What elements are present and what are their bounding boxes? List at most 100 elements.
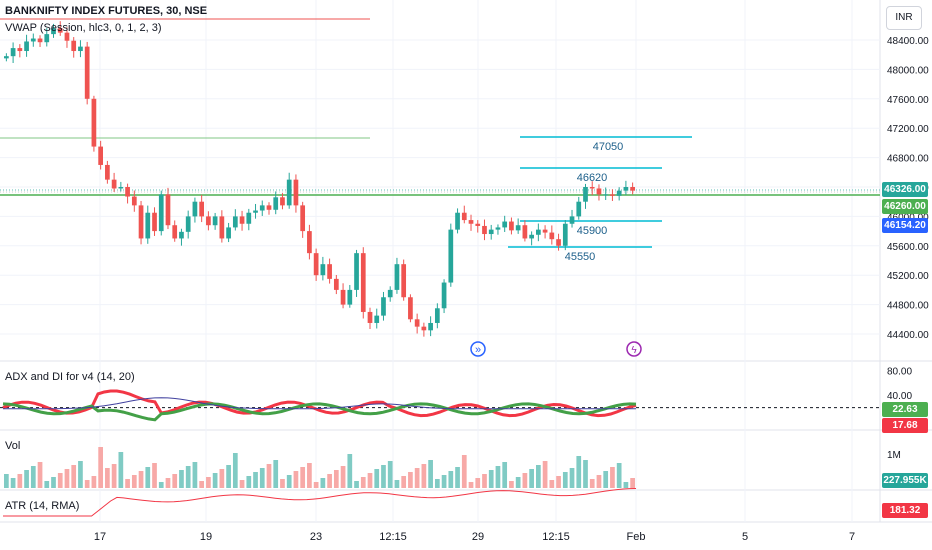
- candle-body: [610, 194, 615, 196]
- candle-body: [78, 46, 83, 52]
- volume-bar: [219, 469, 225, 488]
- candle-body: [495, 227, 501, 230]
- event-icon-glyph: »: [475, 344, 481, 356]
- volume-bar: [98, 447, 104, 488]
- candle-body: [24, 41, 29, 52]
- candle-body: [414, 319, 420, 327]
- volume-bar: [246, 476, 252, 488]
- candle-body: [266, 205, 272, 210]
- candle-body: [535, 229, 541, 235]
- volume-bar: [455, 467, 460, 488]
- volume-bar: [461, 455, 467, 488]
- volume-bar: [630, 478, 635, 488]
- candle-body: [185, 216, 191, 232]
- candle-body: [286, 179, 292, 206]
- vwap-legend[interactable]: VWAP (Session, hlc3, 0, 1, 2, 3): [5, 22, 162, 34]
- price-label: 22.63: [882, 402, 928, 417]
- candle-body: [246, 212, 252, 224]
- candle-body: [158, 194, 164, 232]
- volume-bar: [320, 478, 326, 488]
- candle-body: [219, 216, 225, 239]
- candle-body: [84, 46, 90, 99]
- candle-body: [105, 164, 110, 180]
- di-plus-line: [2, 402, 637, 422]
- x-tick-label: 7: [849, 531, 855, 543]
- candle-body: [360, 253, 366, 312]
- volume-bar: [138, 471, 144, 488]
- volume-bar: [273, 460, 279, 488]
- x-tick-label: 19: [200, 531, 212, 543]
- volume-bar: [64, 469, 70, 488]
- price-label: 46260.00: [882, 199, 928, 214]
- volume-bar: [111, 464, 117, 488]
- volume-bar: [589, 479, 595, 488]
- volume-bar: [206, 477, 211, 488]
- volume-bar: [448, 471, 454, 488]
- candle-body: [212, 216, 218, 226]
- candle-body: [562, 223, 568, 246]
- candle-body: [461, 212, 467, 221]
- level-label: 45900: [577, 225, 608, 237]
- y-tick-label: 80.00: [887, 366, 912, 377]
- candle-body: [37, 38, 43, 43]
- volume-bar: [610, 467, 615, 488]
- volume-bar: [44, 481, 50, 488]
- volume-bar: [172, 474, 178, 488]
- candle-body: [320, 264, 326, 276]
- candle-body: [17, 48, 23, 52]
- candle-body: [428, 322, 433, 331]
- candle-body: [98, 146, 104, 165]
- volume-bar: [562, 472, 568, 488]
- candle-body: [280, 197, 285, 206]
- volume-bar: [414, 468, 420, 488]
- candle-body: [502, 221, 508, 228]
- candle-body: [44, 34, 50, 43]
- x-tick-label: 29: [472, 531, 484, 543]
- y-tick-label: 47600.00: [887, 95, 929, 106]
- candle-body: [4, 56, 9, 59]
- y-tick-label: 48000.00: [887, 65, 929, 76]
- volume-bar: [84, 480, 90, 488]
- candle-body: [91, 98, 97, 147]
- vol-legend[interactable]: Vol: [5, 440, 21, 452]
- y-tick-label: 47200.00: [887, 124, 929, 135]
- volume-bar: [421, 464, 427, 488]
- adx-legend[interactable]: ADX and DI for v4 (14, 20): [5, 371, 135, 383]
- symbol-title[interactable]: BANKNIFTY INDEX FUTURES, 30, NSE: [5, 5, 208, 17]
- currency-button[interactable]: INR: [886, 6, 922, 30]
- volume-bar: [266, 464, 272, 488]
- candle-body: [313, 253, 319, 276]
- candle-body: [172, 225, 178, 239]
- volume-bar: [293, 471, 299, 488]
- candle-body: [347, 289, 353, 305]
- volume-bar: [556, 476, 561, 488]
- volume-bar: [360, 477, 366, 488]
- x-tick-label: 17: [94, 531, 106, 543]
- candle-body: [468, 220, 474, 224]
- candle-body: [327, 264, 332, 279]
- x-tick-label: 12:15: [542, 531, 570, 543]
- candle-body: [199, 201, 205, 217]
- volume-bar: [152, 463, 157, 488]
- price-label: 46326.00: [882, 182, 928, 197]
- volume-bar: [374, 469, 380, 488]
- x-tick-label: 23: [310, 531, 322, 543]
- volume-bar: [542, 461, 548, 488]
- volume-bar: [91, 476, 97, 488]
- volume-bar: [616, 463, 622, 488]
- atr-legend[interactable]: ATR (14, RMA): [5, 500, 80, 512]
- volume-bar: [340, 466, 346, 488]
- level-label: 47050: [593, 141, 624, 153]
- volume-bar: [286, 475, 292, 488]
- volume-bar: [51, 477, 56, 488]
- candle-body: [30, 38, 36, 42]
- volume-bar: [441, 475, 447, 488]
- candle-body: [421, 326, 427, 331]
- volume-bar: [394, 480, 400, 488]
- volume-bar: [226, 465, 231, 488]
- adx-line: [3, 397, 636, 410]
- event-icon: [626, 341, 642, 357]
- candle-body: [623, 187, 629, 191]
